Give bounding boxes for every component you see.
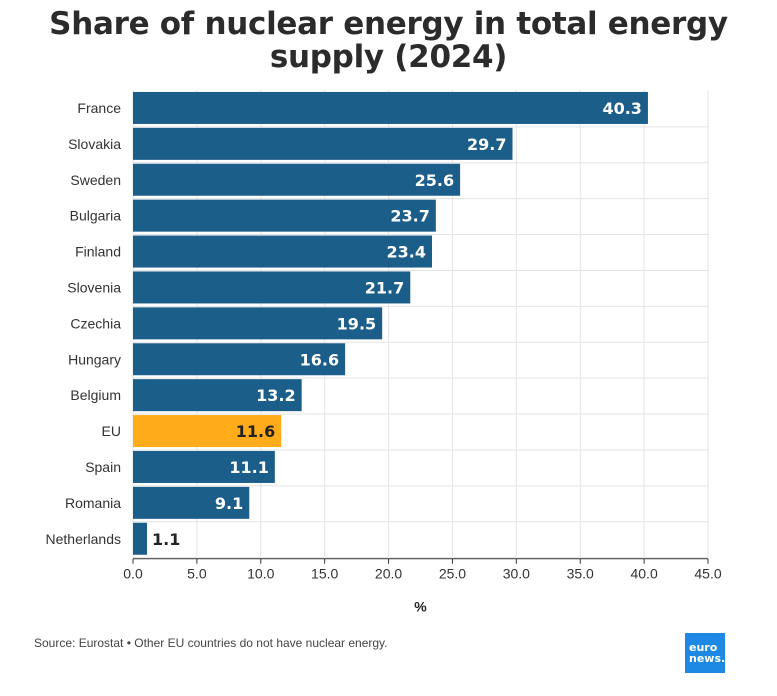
euronews-logo: euro news.: [685, 633, 725, 673]
value-label: 1.1: [152, 530, 180, 549]
bar: [133, 522, 148, 555]
category-label: Czechia: [70, 315, 121, 331]
x-tick-label: 30.0: [503, 566, 530, 582]
bar: [133, 379, 302, 412]
value-label: 9.1: [215, 494, 243, 513]
category-label: Hungary: [68, 351, 121, 367]
bar: [133, 235, 432, 268]
bar: [133, 415, 282, 448]
bar: [133, 450, 275, 483]
bar: [133, 271, 411, 304]
value-label: 23.7: [390, 207, 429, 226]
category-label: Slovenia: [67, 279, 121, 295]
category-label: EU: [102, 423, 121, 439]
category-label: Bulgaria: [70, 208, 122, 224]
x-tick-label: 5.0: [187, 566, 207, 582]
category-label: Spain: [85, 459, 121, 475]
x-tick-label: 40.0: [630, 566, 657, 582]
x-tick-label: 20.0: [375, 566, 402, 582]
category-label: Sweden: [70, 172, 121, 188]
category-label: Belgium: [70, 387, 121, 403]
x-axis-label: %: [414, 599, 427, 615]
value-label: 25.6: [415, 171, 454, 190]
category-label: France: [77, 100, 121, 116]
x-tick-label: 25.0: [439, 566, 466, 582]
value-label: 29.7: [467, 135, 506, 154]
bar: [133, 163, 461, 196]
bar: [133, 91, 648, 124]
value-label: 11.1: [229, 458, 268, 477]
bar-chart: France 40.3 Slovakia 29.7 Sweden 25.6 Bulgaria…: [46, 90, 722, 615]
x-tick-label: 45.0: [694, 566, 721, 582]
bar: [133, 486, 250, 519]
value-label: 40.3: [602, 99, 641, 118]
logo-text-line-1: euro: [689, 641, 718, 654]
value-label: 13.2: [256, 386, 295, 405]
bar: [133, 307, 383, 340]
x-tick-label: 15.0: [311, 566, 338, 582]
category-label: Slovakia: [68, 136, 121, 152]
source-note: Source: Eurostat • Other EU countries do…: [34, 636, 388, 650]
bar: [133, 199, 436, 232]
chart-title-line-2: supply (2024): [269, 39, 508, 75]
category-label: Finland: [75, 244, 121, 260]
bar: [133, 343, 346, 376]
bar: [133, 127, 513, 160]
value-label: 11.6: [236, 422, 275, 441]
value-label: 19.5: [337, 314, 376, 333]
value-label: 16.6: [300, 350, 339, 369]
value-label: 21.7: [365, 278, 404, 297]
x-tick-label: 0.0: [123, 566, 143, 582]
x-tick-label: 35.0: [567, 566, 594, 582]
logo-text-line-2: news.: [689, 652, 726, 665]
category-label: Romania: [65, 495, 121, 511]
value-label: 23.4: [387, 243, 426, 262]
x-tick-label: 10.0: [247, 566, 274, 582]
chart-title-line-1: Share of nuclear energy in total energy: [49, 6, 728, 42]
category-label: Netherlands: [46, 531, 122, 547]
chart-title: Share of nuclear energy in total energy …: [0, 8, 777, 74]
